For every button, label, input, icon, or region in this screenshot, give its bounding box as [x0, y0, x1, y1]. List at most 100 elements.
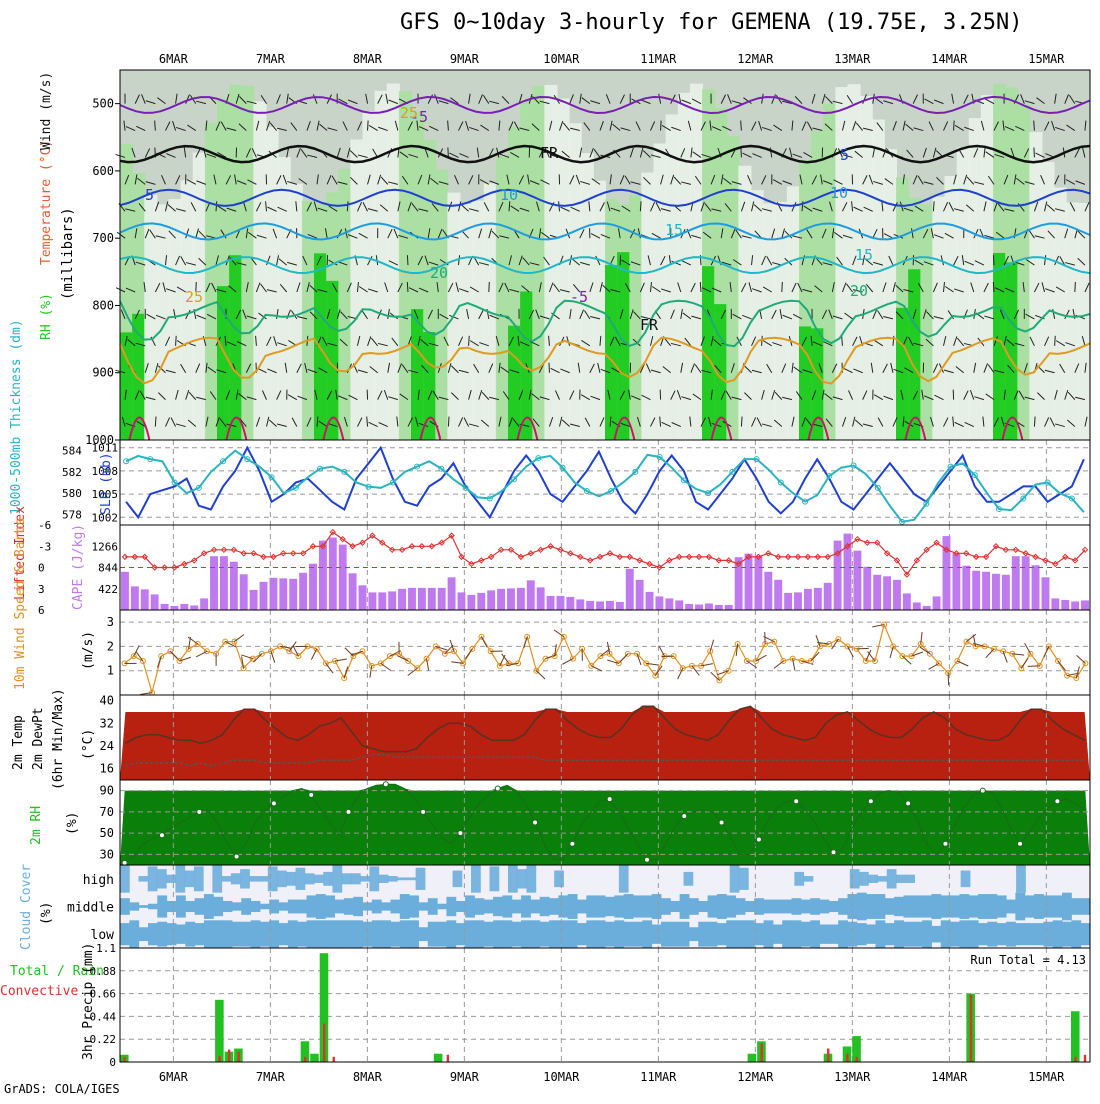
rh-marker	[197, 809, 202, 814]
rh-band	[169, 199, 182, 440]
cloud-bar	[857, 923, 867, 945]
cloud-bar	[166, 875, 176, 883]
cape-bar	[1061, 600, 1069, 610]
cloud-bar	[279, 923, 289, 945]
cloud-bar	[558, 920, 568, 948]
cloud-bar	[484, 900, 494, 914]
cloud-bar	[325, 920, 335, 948]
date-label-bottom: 12MAR	[737, 1070, 774, 1084]
rh-band	[666, 115, 679, 440]
cape-bar	[596, 601, 604, 610]
date-label-top: 9MAR	[450, 52, 480, 66]
cape-bar	[250, 590, 258, 610]
temp-tick-label: 24	[100, 739, 114, 753]
cloud-bar	[1071, 898, 1081, 915]
cloud-bar	[526, 865, 536, 893]
cloud-bar	[307, 920, 317, 948]
profile-y-label: (millibars)	[60, 207, 76, 300]
rh-marker	[1055, 799, 1060, 804]
cape-bar	[428, 588, 436, 610]
cape-bar	[705, 603, 713, 610]
cape-bar	[477, 593, 485, 610]
cape-bar	[339, 545, 347, 610]
wind-barb	[782, 282, 783, 292]
date-label-bottom: 9MAR	[450, 1070, 480, 1084]
precip-tick-label: 0	[109, 1056, 116, 1069]
cloud-bar	[736, 898, 746, 915]
cloud-bar	[335, 920, 345, 948]
cloud-bar	[820, 900, 830, 914]
cloud-bar	[866, 924, 876, 943]
rh-band	[338, 169, 351, 440]
cloud-bar	[400, 920, 410, 948]
wind-tick-label: 3	[107, 615, 114, 629]
cape-bar	[863, 567, 871, 610]
cloud-bar	[558, 895, 568, 917]
rh-band	[472, 201, 485, 440]
cape-bar	[260, 582, 268, 610]
rh-band	[787, 186, 800, 440]
wind-barb	[661, 121, 662, 131]
precip-convective-bar	[1084, 1055, 1086, 1062]
slp-frame	[120, 440, 1090, 525]
cape-bar	[784, 593, 792, 610]
cloud-bar	[176, 895, 186, 917]
cloud-bar	[213, 920, 223, 948]
cloud-bar	[1053, 920, 1063, 948]
cloud-bar	[167, 923, 177, 945]
precip-unit-label: 3hr Precip (mm)	[81, 943, 96, 1060]
cloud-bar	[708, 895, 718, 917]
cape-bar	[804, 589, 812, 610]
rh-band	[544, 85, 557, 440]
rh-band	[399, 91, 412, 440]
cloud-bar	[605, 922, 615, 947]
cloud-bar	[195, 898, 205, 915]
cloud-bar	[249, 876, 259, 882]
cloud-bar	[959, 920, 969, 948]
cloud-bar	[684, 872, 694, 886]
cape-bar	[418, 588, 426, 610]
cloud-bar	[129, 920, 139, 948]
wind-barb-10m	[481, 637, 487, 648]
cloud-bar	[540, 897, 550, 916]
cloud-bar	[689, 927, 699, 941]
wind-axis-label: 10m Wind Speed & Barbs	[13, 518, 28, 690]
cloud-bar	[204, 920, 214, 948]
rh-marker	[159, 833, 164, 838]
cloud-bar	[305, 873, 315, 884]
cape-bar	[240, 574, 248, 610]
cloud-bar	[859, 872, 869, 886]
cloud-bar	[885, 898, 895, 915]
cape-bar	[725, 605, 733, 610]
cloud-bar	[316, 894, 326, 919]
rh-marker	[868, 799, 873, 804]
cape-bar	[745, 554, 753, 610]
date-label-top: 7MAR	[256, 52, 286, 66]
cape-bar	[903, 593, 911, 610]
rh-tick-label: 90	[100, 784, 114, 798]
cloud-bar	[446, 897, 456, 916]
cloud-bar	[335, 900, 345, 914]
cape-bar	[458, 592, 466, 610]
cape-bar	[1032, 565, 1040, 610]
cloud-bar	[913, 895, 923, 917]
thickness-line	[126, 451, 1084, 522]
cloud-bar	[1015, 923, 1025, 945]
cloud-bar	[185, 901, 195, 912]
cloud-bar	[471, 865, 481, 893]
date-label-top: 12MAR	[737, 52, 774, 66]
cloud-bar	[875, 920, 885, 948]
cloud-bar	[120, 923, 130, 945]
cloud-bar	[508, 865, 518, 893]
rh-marker	[943, 841, 948, 846]
thickness-tick-label: 582	[62, 466, 82, 479]
rh-marker	[980, 788, 985, 793]
cloud-bar	[568, 894, 578, 919]
cape-tick-label: 1266	[92, 540, 119, 553]
rh-marker	[644, 857, 649, 862]
date-label-top: 15MAR	[1028, 52, 1065, 66]
cape-bar	[972, 571, 980, 610]
cloud-bar	[922, 920, 932, 948]
cloud-bar	[801, 922, 811, 947]
